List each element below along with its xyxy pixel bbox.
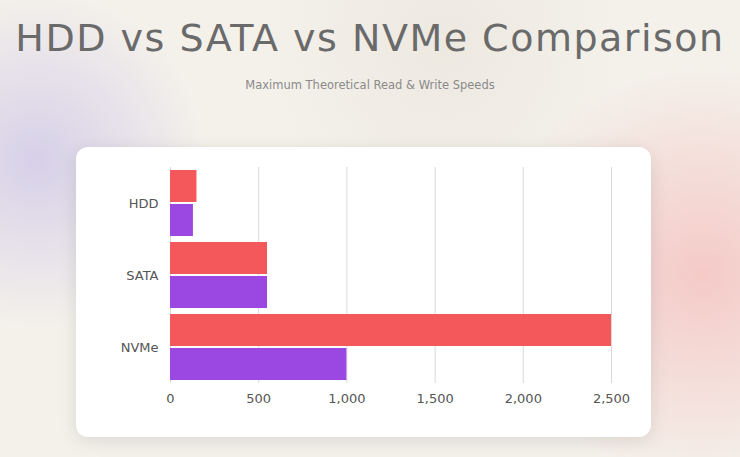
svg-text:1,000: 1,000 bbox=[328, 391, 365, 406]
html-text:HDD vs SATA vs NVMe Comparison: HDD vs SATA vs NVMe Comparison bbox=[15, 16, 725, 60]
svg-text:NVMe: NVMe bbox=[121, 340, 159, 355]
svg-text:2,500: 2,500 bbox=[593, 391, 630, 406]
svg-text:0: 0 bbox=[166, 391, 174, 406]
svg-text:1,500: 1,500 bbox=[416, 391, 453, 406]
svg-text:HDD: HDD bbox=[129, 196, 159, 211]
svg-text:500: 500 bbox=[246, 391, 271, 406]
html-text:Maximum Theoretical Read & Wri: Maximum Theoretical Read & Write Speeds bbox=[245, 78, 495, 92]
svg-text:SATA: SATA bbox=[126, 268, 158, 283]
svg-text:2,000: 2,000 bbox=[505, 391, 542, 406]
